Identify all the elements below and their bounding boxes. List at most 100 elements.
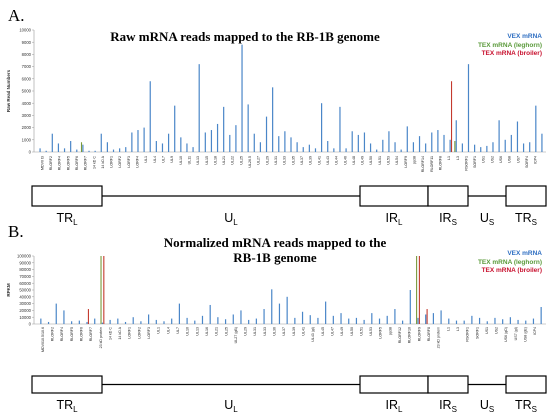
genome-region-box [427,185,469,207]
gene-label: UL15 [205,156,209,165]
bar-vex-mrna [112,149,115,152]
gene-label: RLORF5 [66,156,70,170]
gene-label: 14 kD C [92,156,96,169]
bar-vex-mrna [302,147,304,152]
bar-vex-mrna [502,319,504,324]
bar-vex-mrna [253,133,255,152]
bar-vex-mrna [194,320,196,324]
bar-vex-mrna [180,137,182,152]
y-tick-label: 4000 [22,101,32,106]
bar-vex-mrna [340,313,342,324]
gene-label: pp38 [413,156,417,164]
genome-region-box [505,185,547,207]
gene-label: LORF2 [118,156,122,168]
bar-vex-mrna [124,321,127,324]
gene-label: UL49 [340,327,344,336]
bar-vex-mrna [210,130,213,152]
gene-label: RSORF1 [464,156,468,171]
bar-vex-mrna [163,321,165,324]
bar-tex-mrna-leghorn- [80,142,83,152]
gene-label: RLORF14 [421,156,425,172]
y-tick-label: 10000 [19,28,31,33]
bar-vex-mrna [70,141,72,152]
bar-vex-mrna [51,133,53,152]
gene-label: UL10 [179,156,183,165]
bar-vex-mrna [449,139,451,152]
y-tick-label: 30000 [19,301,31,306]
gene-label: MDV010.5/10.6 [41,327,45,352]
bar-vex-mrna [259,142,261,152]
y-tick-label: 1000 [22,137,32,142]
bar-vex-mrna [39,148,41,152]
bar-vex-mrna [247,104,249,152]
bar-tex-mrna-broiler- [450,81,453,152]
bar-vex-mrna [357,134,359,152]
gene-label: UL47 [330,327,334,336]
bar-vex-mrna [371,313,373,324]
gene-label: UL49 [361,156,365,165]
bar-vex-mrna [432,313,434,324]
bar-vex-mrna [321,103,323,152]
gene-label: UL21 [215,327,219,336]
bar-vex-mrna [286,296,288,324]
gene-label: LORF1 [110,156,114,168]
bar-vex-mrna [192,147,194,152]
gene-label: SORF1 [473,156,477,168]
bar-vex-mrna [425,143,427,152]
gene-label: UL1 [144,156,148,163]
bar-vex-mrna [137,130,139,152]
bar-vex-mrna [440,310,442,324]
legend-vex: VEX mRNA [507,33,542,40]
y-tick-label: 80000 [19,267,31,272]
bar-vex-mrna [461,143,463,152]
gene-label: UL27 (gB) [234,327,238,343]
bar-vex-mrna [294,317,296,324]
bar-vex-mrna [369,143,372,152]
gene-label: LORF1 [128,327,132,339]
gene-label: LORF4 [136,156,140,168]
gene-label: UL16 [205,327,209,336]
gene-label: US8 [508,156,512,163]
bar-vex-mrna [509,317,511,324]
gene-label: UL29 [265,156,269,165]
gene-label: UL21 [222,156,226,165]
gene-label: RLORF8 [427,327,431,341]
bar-vex-mrna [271,289,273,324]
panel-b-title-line-2: RB-1B genome [233,250,317,265]
panel-a-letter: A. [8,6,25,25]
bar-vex-mrna [314,148,317,152]
bar-vex-mrna [348,318,350,324]
panel-a-genome-map: TRL UL IRL IRS US TRS [31,185,547,227]
bar-vex-mrna [40,318,42,324]
gene-label: 14 kD C [108,327,112,340]
y-tick-label: 60000 [19,281,31,286]
gene-label: LORF3 [127,156,131,168]
gene-label: UL31 [253,327,257,336]
gene-label: US7 [516,156,520,163]
gene-label: RLORF6 [79,327,83,341]
gene-label: UL43 [326,156,330,165]
bar-vex-mrna [63,148,66,152]
y-tick-label: 10000 [19,315,31,320]
bar-vex-mrna [86,321,88,324]
bar-vex-mrna [455,120,457,152]
bar-tex-mrna-broiler- [103,256,105,324]
bar-vex-mrna [540,307,542,324]
gene-label: RLORF7 [84,156,88,170]
bar-vex-mrna [317,317,319,324]
bar-vex-mrna [131,132,133,152]
gene-label: 23 kD protein [437,327,441,348]
bar-vex-mrna [161,143,164,152]
gene-label: SORF1 [475,327,479,339]
bar-vex-mrna [394,142,396,152]
bar-vex-mrna [132,317,134,324]
bar-vex-mrna [223,106,225,152]
gene-label: UL54 [395,156,399,165]
genome-region-label: US [480,398,494,414]
bar-vex-mrna [327,141,329,152]
bar-vex-mrna [204,132,206,152]
y-tick-label: 70000 [19,274,31,279]
gene-label: US1 [482,156,486,163]
gene-label: UL31 [274,156,278,165]
